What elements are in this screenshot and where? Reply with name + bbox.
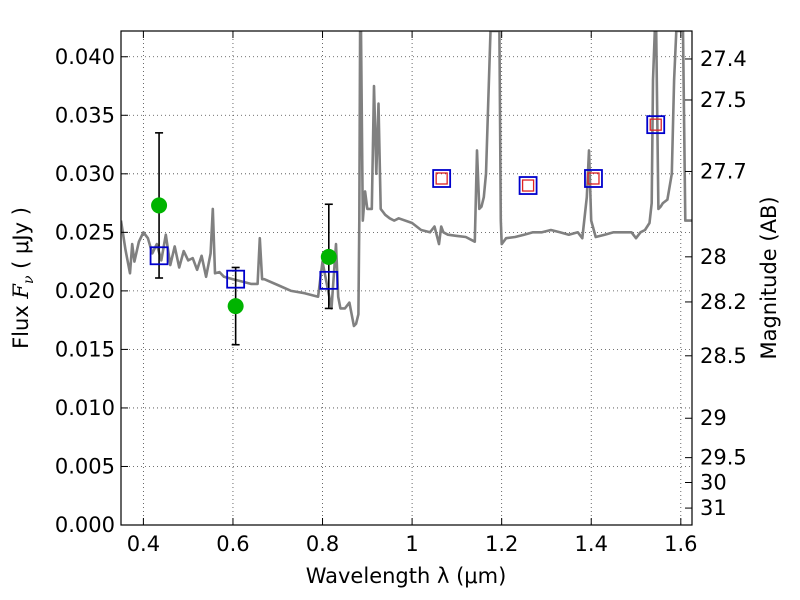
predicted-square-marker: [649, 118, 662, 131]
y-tick-label-right: 27.5: [700, 88, 747, 112]
marker-layer: [149, 115, 666, 315]
y-tick-label-right: 31: [700, 496, 727, 520]
predicted-square-marker: [587, 172, 600, 185]
plot-frame: [120, 30, 693, 526]
y-tick-label-right: 29: [700, 406, 727, 430]
x-tick-label: 1.2: [485, 532, 518, 556]
y-tick-label-right: 28: [700, 245, 727, 269]
y-tick-label-right: 29.5: [700, 446, 747, 470]
model-square-marker: [149, 246, 169, 266]
x-tick-label: 1.4: [575, 532, 608, 556]
y-tick-label-left: 0.035: [55, 103, 115, 127]
y-tick-label-right: 28.2: [700, 290, 747, 314]
y-tick-label-left: 0.015: [55, 337, 115, 361]
model-square-marker: [432, 169, 452, 188]
predicted-square-marker: [435, 172, 448, 185]
y-tick-label-left: 0.010: [55, 396, 115, 420]
x-tick-label: 0.6: [216, 532, 249, 556]
plot-area: [121, 31, 692, 525]
x-axis-title: Wavelength λ (μm): [306, 564, 507, 588]
y-tick-label-right: 28.5: [700, 344, 747, 368]
y-tick-label-left: 0.025: [55, 220, 115, 244]
x-tick-label: 1: [405, 532, 418, 556]
y-axis-title-left: Flux Fν ( μJy ): [9, 207, 37, 349]
y-tick-label-left: 0.040: [55, 45, 115, 69]
y-tick-label-left: 0.020: [55, 279, 115, 303]
observed-point-marker: [151, 197, 168, 214]
model-square-marker: [518, 176, 538, 195]
model-square-marker: [319, 270, 339, 290]
x-tick-label: 1.6: [664, 532, 697, 556]
y-tick-label-left: 0.005: [55, 454, 115, 478]
y-tick-label-left: 0.030: [55, 162, 115, 186]
model-square-marker: [584, 169, 603, 188]
y-tick-label-left: 0.000: [55, 513, 115, 537]
model-square-marker: [226, 269, 246, 289]
predicted-square-marker: [521, 179, 535, 192]
y-tick-label-right: 30: [700, 470, 727, 494]
observed-point-marker: [320, 248, 337, 265]
x-tick-label: 0.8: [306, 532, 339, 556]
tick-label-layer: 0.4 0.6 0.8 1 1.2 1.4 1.6 0.000 0.005 0.010 0.015 0…: [55, 45, 747, 556]
x-tick-label: 0.4: [127, 532, 160, 556]
y-axis-title-right: Magnitude (AB): [757, 196, 781, 359]
model-square-marker: [646, 115, 666, 135]
sed-model-line: [121, 31, 692, 328]
sed-line-layer: [121, 31, 692, 328]
y-tick-label-right: 27.4: [700, 47, 747, 71]
observed-point-marker: [227, 298, 244, 315]
tick-layer: [121, 31, 692, 526]
y-tick-label-right: 27.7: [700, 159, 747, 183]
